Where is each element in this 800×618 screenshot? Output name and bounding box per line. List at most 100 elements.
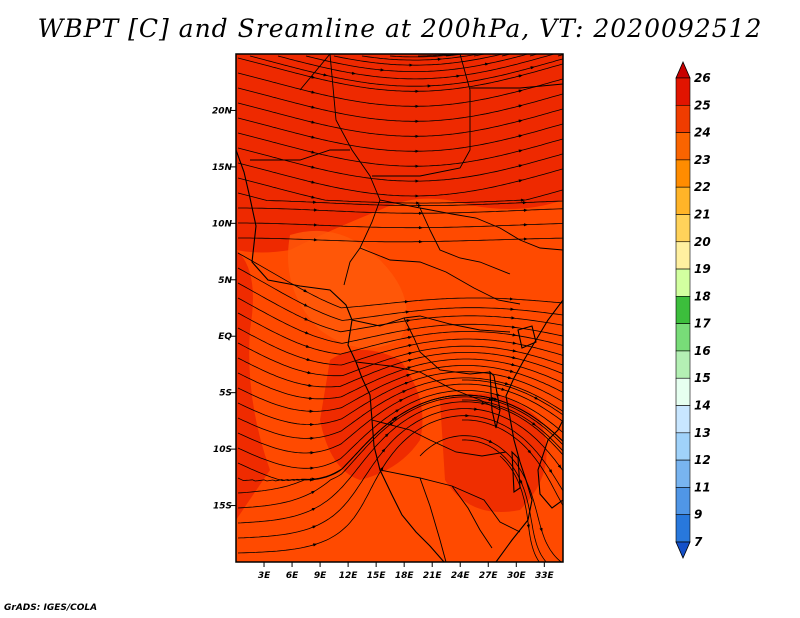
lat-tick-label: 15S	[213, 502, 232, 512]
streamline-arrow	[511, 333, 517, 337]
colorbar-label: 14	[694, 399, 711, 413]
map-panel	[235, 53, 564, 563]
colorbar-segment	[675, 350, 691, 379]
colorbar-segment	[675, 159, 691, 188]
lat-tick-label: 5N	[218, 276, 232, 286]
streamline-arrow	[312, 543, 318, 547]
lat-tick-label: 10N	[212, 219, 233, 229]
streamline-arrow	[310, 180, 316, 184]
streamline	[237, 87, 563, 122]
colorbar-label: 9	[694, 508, 702, 522]
streamline-arrow	[305, 357, 311, 362]
streamline-arrow	[401, 390, 407, 394]
streamline-arrow	[517, 89, 523, 93]
colorbar-label: 16	[694, 344, 711, 358]
lon-tick-label: 24E	[451, 571, 471, 581]
streamline-arrow	[384, 433, 389, 438]
coastline-southwest-africa	[361, 377, 445, 562]
colorbar-segment	[675, 214, 691, 243]
streamline	[237, 147, 563, 182]
streamline	[238, 222, 563, 229]
colorbar-label: 13	[694, 426, 711, 440]
streamline-arrow	[303, 317, 309, 321]
lat-tick-label: 20N	[212, 106, 233, 116]
streamline-arrow	[517, 119, 523, 123]
streamline-arrow	[510, 363, 516, 367]
streamline-arrow	[504, 381, 510, 386]
streamline-arrow	[311, 507, 316, 512]
streamline-arrow	[322, 73, 328, 77]
streamline	[237, 57, 563, 92]
streamline-arrow	[310, 490, 316, 495]
lon-tick-label: 18E	[395, 571, 415, 581]
colorbar-segment	[675, 432, 691, 461]
streamline	[277, 54, 556, 80]
streamline	[305, 54, 530, 72]
lake-malawi	[511, 450, 521, 493]
streamline-arrow	[310, 150, 316, 154]
lon-tick-label: 30E	[507, 571, 527, 581]
streamline	[419, 435, 562, 562]
streamline-arrow	[405, 319, 411, 323]
streamline-arrow	[310, 120, 316, 124]
colorbar-label: 25	[694, 98, 711, 112]
colorbar-segment	[675, 541, 691, 559]
streamline-arrow	[511, 341, 517, 345]
border-lines	[250, 54, 563, 562]
colorbar-segment	[675, 514, 691, 543]
streamline-arrow	[310, 105, 316, 109]
cool-patch-congo	[288, 230, 407, 348]
streamline	[418, 54, 454, 57]
streamline-arrow	[548, 468, 553, 474]
streamlines	[237, 54, 563, 562]
streamline-arrow	[310, 195, 316, 199]
streamline-arrow	[517, 179, 523, 183]
streamline-arrow	[517, 149, 523, 153]
lon-tick-label: 21E	[423, 571, 443, 581]
streamline	[237, 396, 563, 509]
streamline-arrow	[306, 370, 312, 375]
streamline-arrow	[303, 289, 308, 293]
warm-patch-sahel	[236, 54, 563, 253]
streamline-arrow	[511, 355, 517, 360]
streamline-arrow	[406, 328, 412, 332]
streamline	[237, 177, 563, 204]
streamline-arrow	[310, 135, 316, 139]
streamline	[237, 383, 563, 454]
lat-tick-label: 10S	[213, 445, 232, 455]
colorbar-segment	[675, 241, 691, 270]
streamline-arrow	[398, 398, 404, 403]
colorbar-label: 18	[694, 289, 711, 303]
colorbar-segment	[675, 104, 691, 133]
lat-tick-label: EQ	[218, 332, 232, 342]
streamline	[461, 439, 547, 562]
streamline	[529, 54, 539, 57]
streamline-arrow	[305, 344, 310, 348]
colorbar-segment	[675, 459, 691, 488]
streamline-arrow	[405, 374, 411, 378]
streamline	[238, 207, 563, 214]
lat-tick-label: 5S	[219, 389, 232, 399]
latitude-axis: 20N 15N 10N 5N EQ 5S 10S 15S	[212, 106, 236, 512]
streamline-arrow	[310, 90, 316, 94]
streamline-arrow	[393, 416, 399, 420]
colorbar-label: 7	[694, 535, 703, 549]
colorbar-segment	[675, 268, 691, 297]
streamline-arrow	[529, 66, 535, 70]
streamline	[237, 72, 563, 107]
colorbar-label: 26	[694, 71, 711, 85]
streamline	[237, 408, 563, 539]
colorbar: 26 25 24 23 22 21 20 19 18 17 16 15 14 13 12 11 9 7	[675, 61, 711, 559]
streamline-arrow	[531, 422, 537, 426]
streamline-arrow	[465, 54, 470, 55]
streamline-arrow	[557, 464, 562, 469]
streamline	[462, 419, 563, 507]
streamline-arrow	[519, 479, 523, 485]
streamline-arrow	[517, 134, 523, 138]
lon-tick-label: 15E	[367, 571, 387, 581]
colorbar-label: 22	[694, 180, 711, 194]
streamline	[237, 192, 563, 206]
streamline	[237, 342, 563, 377]
streamline-arrow	[407, 335, 413, 340]
streamline-arrow	[310, 165, 316, 169]
